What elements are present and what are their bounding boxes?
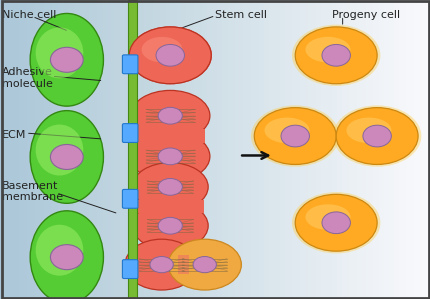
Ellipse shape <box>167 226 173 228</box>
Ellipse shape <box>30 211 103 299</box>
Ellipse shape <box>201 265 207 267</box>
Ellipse shape <box>167 223 173 225</box>
Ellipse shape <box>158 268 164 269</box>
Ellipse shape <box>158 107 182 124</box>
Ellipse shape <box>130 131 209 182</box>
Ellipse shape <box>158 148 182 165</box>
Ellipse shape <box>201 268 207 269</box>
Ellipse shape <box>264 118 309 143</box>
Ellipse shape <box>30 111 103 203</box>
Ellipse shape <box>36 124 83 176</box>
Ellipse shape <box>158 265 164 267</box>
Ellipse shape <box>50 144 83 170</box>
Ellipse shape <box>305 204 350 230</box>
Ellipse shape <box>132 202 208 250</box>
Ellipse shape <box>36 28 83 78</box>
Ellipse shape <box>335 108 417 164</box>
Text: ECM: ECM <box>2 130 27 140</box>
Ellipse shape <box>321 45 350 66</box>
Ellipse shape <box>167 110 173 112</box>
FancyBboxPatch shape <box>122 190 138 208</box>
Ellipse shape <box>50 245 83 270</box>
Ellipse shape <box>30 13 103 106</box>
FancyBboxPatch shape <box>122 260 138 279</box>
Ellipse shape <box>305 37 350 62</box>
Ellipse shape <box>167 221 173 223</box>
Ellipse shape <box>125 239 198 290</box>
Bar <box>177 255 188 274</box>
Ellipse shape <box>158 262 164 264</box>
Text: Basement
membrane: Basement membrane <box>2 181 63 202</box>
Ellipse shape <box>141 37 182 62</box>
Ellipse shape <box>167 160 173 162</box>
Ellipse shape <box>250 105 339 167</box>
Ellipse shape <box>346 118 390 143</box>
Ellipse shape <box>167 113 173 115</box>
Ellipse shape <box>201 262 207 264</box>
Ellipse shape <box>167 229 173 231</box>
Ellipse shape <box>130 90 209 141</box>
Ellipse shape <box>132 163 208 211</box>
Ellipse shape <box>167 187 173 189</box>
Ellipse shape <box>201 260 207 262</box>
Text: Stem cell: Stem cell <box>215 10 267 20</box>
Ellipse shape <box>50 47 83 72</box>
Ellipse shape <box>168 239 241 290</box>
Ellipse shape <box>129 27 211 84</box>
Bar <box>137 199 203 213</box>
Ellipse shape <box>167 119 173 121</box>
Text: Niche cell: Niche cell <box>2 10 56 20</box>
Ellipse shape <box>193 257 216 273</box>
Ellipse shape <box>158 260 164 262</box>
Ellipse shape <box>291 25 380 86</box>
Ellipse shape <box>167 154 173 156</box>
Ellipse shape <box>362 125 390 147</box>
Ellipse shape <box>158 179 182 195</box>
Ellipse shape <box>321 212 350 234</box>
Ellipse shape <box>167 182 173 184</box>
FancyBboxPatch shape <box>122 124 138 142</box>
Bar <box>128 0 137 299</box>
Ellipse shape <box>295 194 376 251</box>
Bar <box>135 129 205 143</box>
Ellipse shape <box>128 26 212 84</box>
Ellipse shape <box>156 45 184 66</box>
Ellipse shape <box>332 105 421 167</box>
Ellipse shape <box>36 225 83 276</box>
Ellipse shape <box>158 217 182 234</box>
Ellipse shape <box>280 125 309 147</box>
Ellipse shape <box>167 157 173 159</box>
Ellipse shape <box>167 190 173 192</box>
Ellipse shape <box>254 108 335 164</box>
Ellipse shape <box>150 257 173 273</box>
Ellipse shape <box>167 116 173 118</box>
FancyBboxPatch shape <box>122 55 138 74</box>
Ellipse shape <box>167 151 173 153</box>
Ellipse shape <box>167 184 173 187</box>
Text: Progeny cell: Progeny cell <box>331 10 399 20</box>
Ellipse shape <box>291 192 380 254</box>
Ellipse shape <box>295 27 376 84</box>
Text: Adhesive
molecule: Adhesive molecule <box>2 67 53 89</box>
